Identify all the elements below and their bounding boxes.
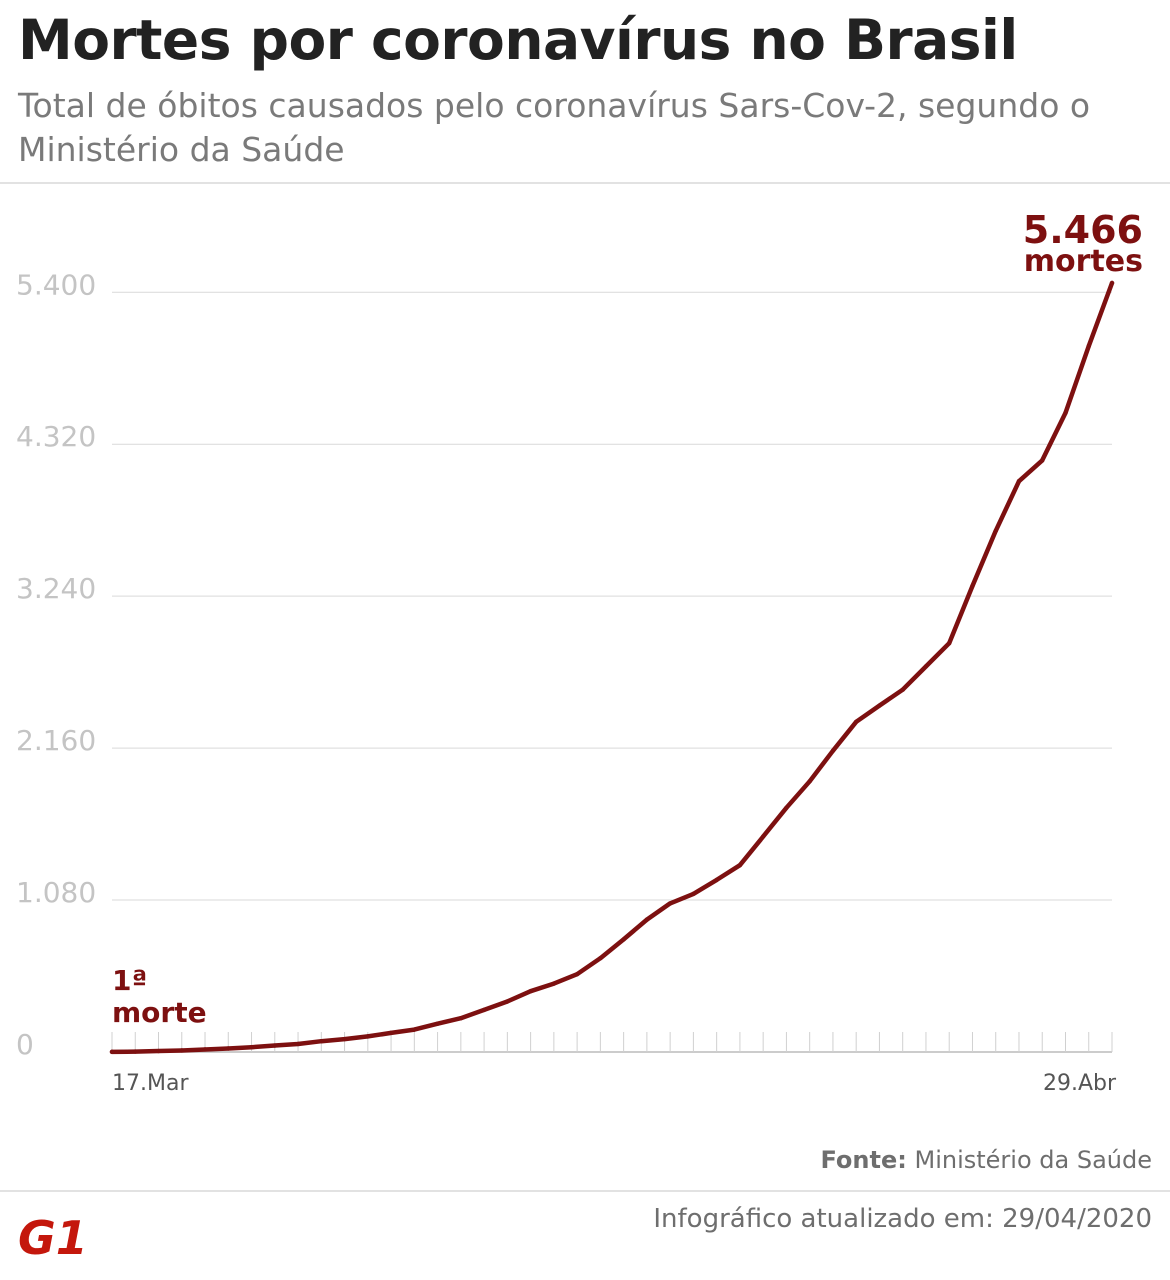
data-point — [714, 877, 719, 883]
data-point — [505, 999, 510, 1004]
data-point — [1040, 458, 1045, 463]
chart-subtitle: Total de óbitos causados pelo coronavíru… — [18, 86, 1091, 169]
x-axis: 17.Mar 29.Abr — [111, 1032, 1117, 1096]
data-point — [458, 1016, 464, 1021]
data-point — [388, 1030, 394, 1036]
y-tick-label: 3.240 — [16, 572, 96, 605]
data-point — [272, 1043, 277, 1048]
y-tick-label: 5.400 — [16, 268, 96, 301]
data-point — [133, 1049, 138, 1054]
series-line — [109, 280, 1115, 1055]
data-point — [900, 687, 905, 692]
x-tick-label-end: 29.Abr — [1043, 1071, 1117, 1096]
data-point — [1109, 280, 1115, 286]
data-point — [877, 703, 882, 708]
chart-title: Mortes por coronavírus no Brasil — [18, 8, 1018, 72]
footer-divider — [0, 1190, 1170, 1192]
data-point — [156, 1048, 161, 1054]
source-note: Fonte: Ministério da Saúde — [821, 1146, 1153, 1174]
first-death-label-line2: morte — [112, 996, 207, 1029]
data-point — [760, 834, 766, 839]
data-point — [202, 1047, 208, 1052]
data-point — [621, 937, 626, 942]
data-point — [993, 528, 998, 534]
data-point — [412, 1027, 417, 1032]
data-point — [365, 1034, 371, 1039]
data-point — [528, 989, 533, 994]
data-point — [853, 719, 859, 725]
data-point — [226, 1046, 231, 1051]
data-point — [737, 862, 743, 868]
source-label: Fonte: — [820, 1146, 907, 1174]
data-point — [249, 1045, 254, 1050]
data-point — [598, 955, 603, 961]
g1-logo: G1 — [18, 1212, 88, 1258]
x-tick-label-start: 17.Mar — [112, 1071, 189, 1096]
updated-note: Infográfico atualizado em: 29/04/2020 — [653, 1204, 1152, 1234]
y-tick-label: 1.080 — [16, 876, 96, 909]
data-point — [691, 891, 696, 897]
gridlines — [112, 291, 1112, 901]
data-point — [970, 583, 975, 589]
data-point — [1016, 479, 1022, 484]
last-value-unit: mortes — [1024, 244, 1143, 279]
y-tick-label: 0 — [16, 1028, 34, 1061]
data-point — [807, 779, 812, 784]
y-tick-label: 4.320 — [16, 420, 96, 453]
last-value-label: 5.466 — [1023, 208, 1143, 252]
data-point — [435, 1021, 440, 1026]
data-point — [295, 1041, 301, 1047]
g1-logo-text: G1 — [18, 1212, 88, 1258]
data-point — [319, 1038, 324, 1044]
data-point — [481, 1007, 487, 1013]
header-divider — [0, 182, 1170, 184]
data-point — [574, 971, 580, 977]
data-point — [551, 981, 557, 986]
data-point — [179, 1048, 184, 1053]
data-point — [923, 664, 929, 669]
source-value: Ministério da Saúde — [914, 1146, 1152, 1174]
data-point — [1086, 343, 1091, 349]
data-point — [1063, 410, 1068, 416]
data-point — [109, 1049, 115, 1055]
data-point — [830, 748, 836, 753]
data-point — [784, 805, 789, 810]
data-point — [644, 917, 650, 922]
data-point — [947, 640, 952, 646]
y-tick-label: 2.160 — [16, 724, 96, 757]
data-point — [667, 901, 673, 906]
data-point — [342, 1036, 347, 1042]
first-death-label-line1: 1ª — [112, 964, 147, 997]
series-line-deaths — [109, 280, 1115, 1055]
y-axis-ticks: 0 1.080 2.160 3.240 4.320 5.400 — [16, 268, 96, 1061]
